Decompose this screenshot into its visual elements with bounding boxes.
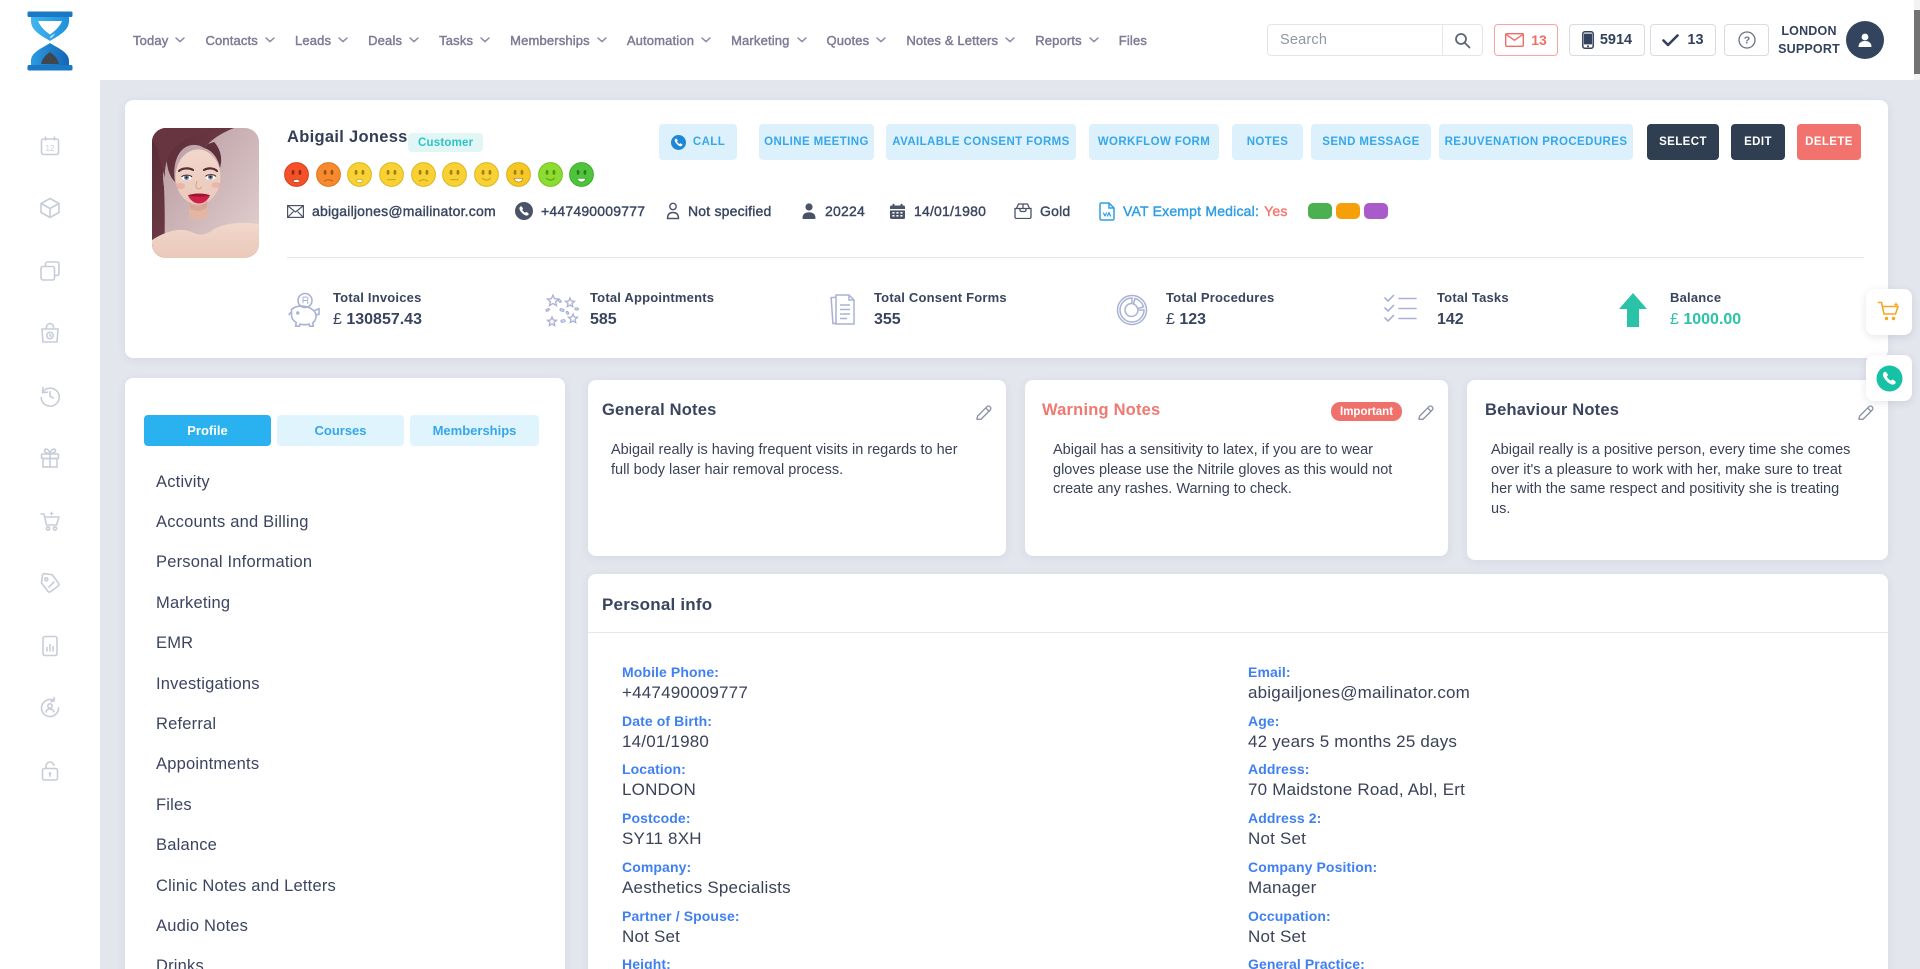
svg-text:?: ? xyxy=(1743,35,1749,47)
svg-text:12: 12 xyxy=(46,144,55,153)
